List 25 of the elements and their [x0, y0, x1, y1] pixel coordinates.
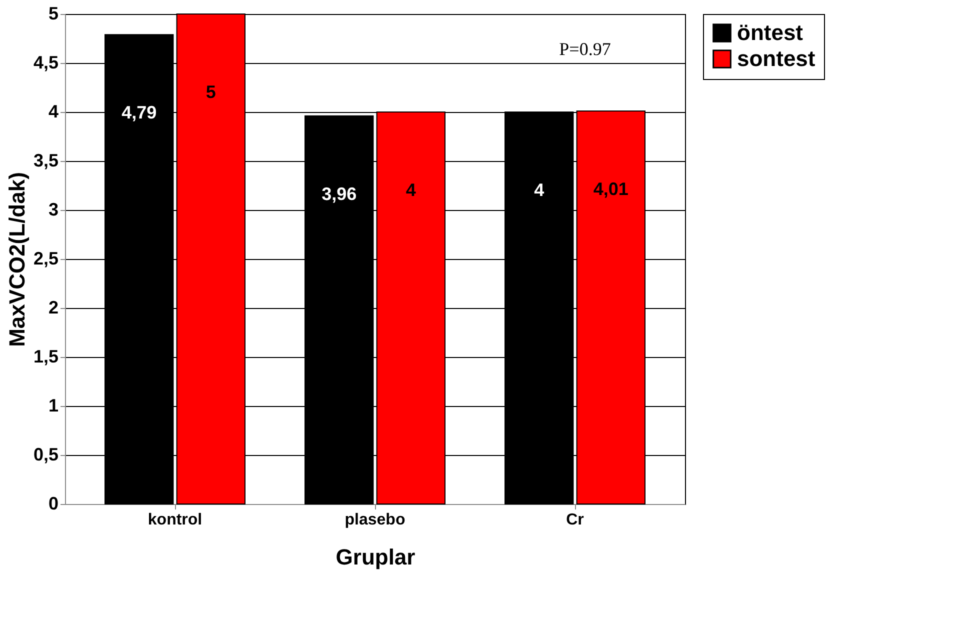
y-tick-label: 4,5	[33, 52, 58, 72]
x-axis-title: Gruplar	[336, 544, 416, 570]
x-tick-label: kontrol	[148, 512, 202, 528]
y-tick-label: 5	[48, 4, 58, 24]
y-axis-title: MaxVCO2(L/dak)	[4, 172, 30, 347]
data-label: 4	[534, 180, 544, 200]
data-label: 3,96	[322, 184, 357, 204]
y-tick-label: 3,5	[33, 150, 58, 170]
data-label: 4	[406, 180, 416, 200]
y-tick-label: 1	[48, 396, 58, 416]
legend-label: öntest	[737, 20, 804, 45]
data-label: 5	[206, 82, 216, 102]
y-tick-label: 0	[48, 494, 58, 514]
y-tick-label: 2,5	[33, 248, 58, 268]
y-tick-label: 4	[48, 102, 58, 122]
y-tick-label: 0,5	[33, 444, 58, 464]
y-tick-label: 1,5	[33, 346, 58, 366]
y-tick-label: 3	[48, 200, 58, 220]
x-tick-label: plasebo	[344, 512, 406, 528]
legend-label: sontest	[737, 46, 816, 71]
data-label: 4,01	[593, 179, 628, 200]
y-tick-label: 2	[48, 298, 58, 318]
x-tick-label: Cr	[566, 512, 584, 528]
annotation: P=0.97	[559, 39, 611, 59]
data-label: 4,79	[122, 102, 157, 123]
